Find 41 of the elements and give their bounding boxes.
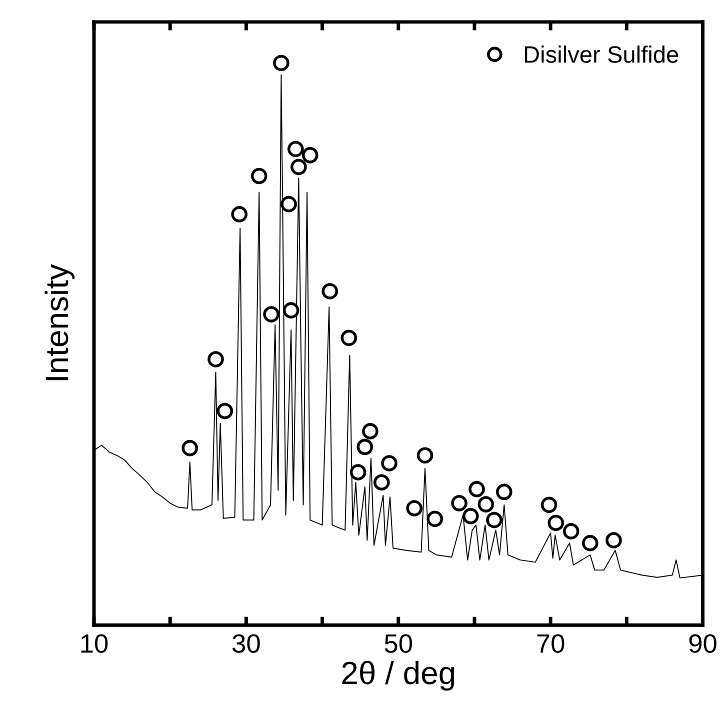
- point: [290, 158, 307, 176]
- point: [362, 423, 378, 440]
- point: [381, 455, 398, 472]
- legend-label: Disilver Sulfide: [524, 46, 678, 63]
- x-tick-label: 70: [537, 634, 564, 653]
- point: [350, 464, 366, 480]
- point: [182, 440, 198, 456]
- x-tick-label: 90: [689, 634, 716, 653]
- point: [322, 283, 338, 300]
- x-tick-label: 30: [232, 634, 260, 653]
- point: [373, 474, 390, 491]
- point: [302, 147, 318, 164]
- point: [496, 484, 512, 500]
- point: [426, 510, 444, 528]
- point: [406, 500, 423, 516]
- point: [273, 54, 290, 72]
- point: [582, 534, 598, 552]
- point: [263, 306, 280, 322]
- point: [250, 168, 268, 184]
- point: [356, 438, 374, 456]
- point: [462, 508, 479, 524]
- point: [540, 496, 558, 514]
- point: [216, 402, 234, 420]
- x-tick-label: 10: [81, 634, 108, 653]
- point: [486, 512, 502, 528]
- point: [478, 496, 494, 512]
- point: [606, 532, 622, 548]
- point: [282, 302, 300, 319]
- point: [451, 495, 468, 512]
- point: [208, 351, 224, 368]
- point: [231, 206, 248, 222]
- point: [280, 196, 297, 212]
- x-tick-label: 50: [384, 634, 412, 653]
- point: [562, 523, 580, 540]
- y-axis-title: Intensity: [44, 264, 75, 380]
- point: [468, 480, 485, 498]
- point: [287, 140, 304, 158]
- point: [548, 514, 564, 532]
- x-axis-title: 2θ / deg: [342, 660, 454, 691]
- point: [416, 447, 434, 464]
- point: [340, 330, 358, 346]
